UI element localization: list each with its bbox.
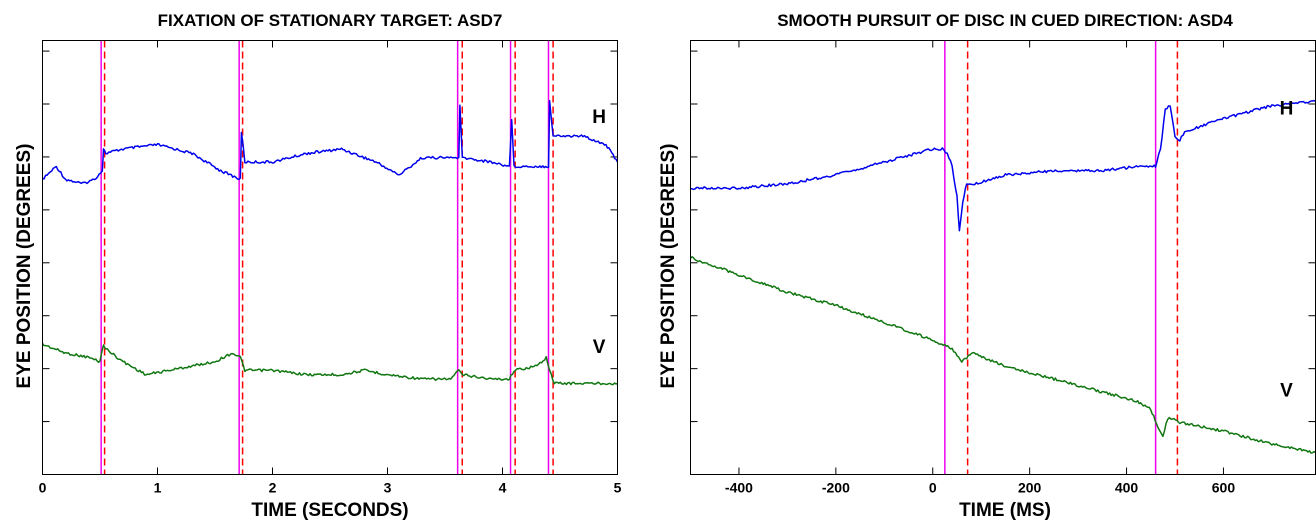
x-tick-label: 0 [39, 480, 47, 496]
x-tick-label: 200 [1018, 480, 1042, 496]
x-tick-label: 3 [384, 480, 392, 496]
plot-frame [690, 40, 1316, 475]
chart-title: SMOOTH PURSUIT OF DISC IN CUED DIRECTION… [777, 11, 1233, 30]
x-tick-label: 0 [929, 480, 937, 496]
x-tick-label: 1 [154, 480, 162, 496]
chart-fixation: FIXATION OF STATIONARY TARGET: ASD7 EYE … [14, 11, 622, 521]
y-axis-label: EYE POSITION (DEGREES) [14, 144, 35, 389]
series-label-h: H [1280, 98, 1294, 119]
series-line-v [689, 256, 1316, 454]
x-tick-label: 400 [1115, 480, 1139, 496]
x-tick-label: 2 [269, 480, 277, 496]
x-tick-label: 600 [1212, 480, 1236, 496]
series-line-h [690, 99, 1316, 232]
series-line-v [41, 343, 618, 386]
x-axis-label: TIME (MS) [959, 500, 1051, 521]
series-label-h: H [592, 107, 606, 128]
chart-smooth-pursuit: SMOOTH PURSUIT OF DISC IN CUED DIRECTION… [658, 11, 1316, 521]
x-tick-label: 5 [614, 480, 622, 496]
x-tick-label: -400 [725, 480, 753, 496]
y-axis-label: EYE POSITION (DEGREES) [658, 144, 679, 389]
x-axis-label: TIME (SECONDS) [251, 500, 408, 521]
plot-frame [42, 40, 618, 475]
series-label-v: V [1280, 380, 1293, 401]
chart-title: FIXATION OF STATIONARY TARGET: ASD7 [158, 11, 503, 30]
series-label-v: V [593, 337, 606, 358]
x-tick-label: 4 [499, 480, 507, 496]
x-tick-label: -200 [822, 480, 850, 496]
series-line-h [42, 99, 619, 185]
